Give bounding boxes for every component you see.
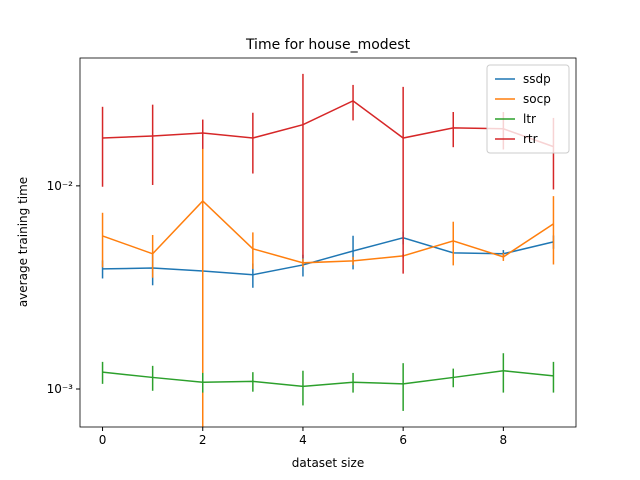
- y-tick-label: 10⁻³: [47, 382, 74, 396]
- x-tick-label: 2: [199, 433, 207, 447]
- axes-frame: [79, 57, 577, 428]
- x-tick-label: 6: [399, 433, 407, 447]
- y-tick-label: 10⁻²: [47, 179, 74, 193]
- x-tick-label: 0: [99, 433, 107, 447]
- series-line: [102, 369, 554, 388]
- x-tick-label: 4: [299, 433, 307, 447]
- legend-label: ltr: [523, 112, 536, 126]
- x-axis-label: dataset size: [292, 456, 364, 470]
- x-tick-label: 8: [500, 433, 508, 447]
- legend-label: rtr: [523, 132, 538, 146]
- legend-label: socp: [523, 92, 551, 106]
- series-line: [102, 237, 554, 276]
- plot-area: [101, 73, 555, 427]
- chart-title: Time for house_modest: [245, 37, 411, 53]
- series-line: [102, 100, 554, 148]
- y-axis-label: average training time: [16, 177, 30, 307]
- legend-box: [486, 64, 570, 154]
- series-line: [102, 199, 554, 264]
- legend-label: ssdp: [523, 72, 551, 86]
